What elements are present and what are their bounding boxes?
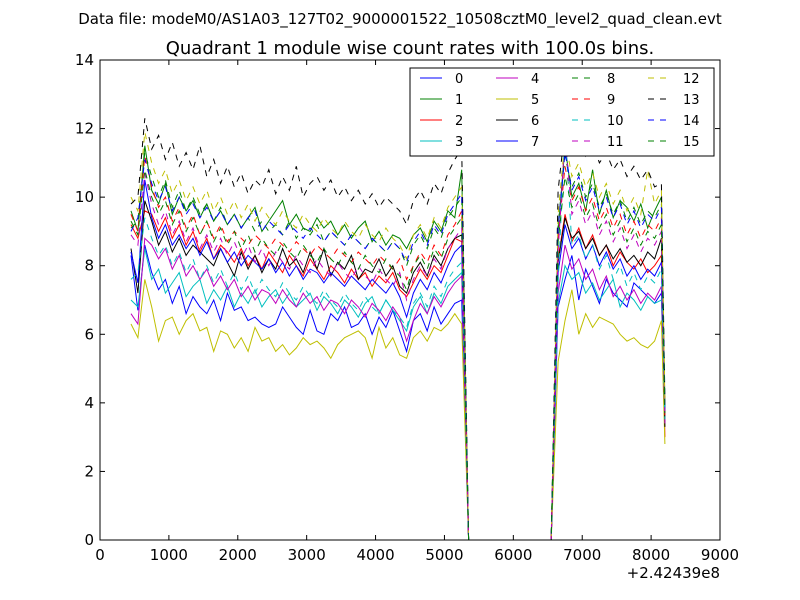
- series-line-1: [130, 145, 666, 541]
- legend-label-15: 15: [683, 135, 700, 150]
- y-tick-label-2: 2: [84, 462, 94, 480]
- legend-label-3: 3: [455, 135, 463, 150]
- legend-label-1: 1: [455, 93, 463, 108]
- plot-frame: [99, 59, 721, 541]
- legend-label-7: 7: [531, 135, 539, 150]
- legend-label-14: 14: [683, 114, 700, 129]
- y-tick-label-14: 14: [75, 51, 94, 69]
- y-tick-label-8: 8: [84, 257, 94, 275]
- legend-label-11: 11: [607, 135, 624, 150]
- legend-label-5: 5: [531, 93, 539, 108]
- legend-label-10: 10: [607, 114, 624, 129]
- series-line-9: [130, 155, 666, 541]
- y-tick-label-6: 6: [84, 325, 94, 343]
- series-line-8: [130, 152, 666, 541]
- x-tick-label-9000: 9000: [701, 546, 739, 564]
- y-tick-label-0: 0: [84, 531, 94, 549]
- legend-label-9: 9: [607, 93, 615, 108]
- y-tick-label-10: 10: [75, 188, 94, 206]
- legend-label-12: 12: [683, 72, 700, 87]
- x-tick-label-8000: 8000: [632, 546, 670, 564]
- x-tick-label-5000: 5000: [425, 546, 463, 564]
- series-line-2: [130, 210, 666, 541]
- legend-label-2: 2: [455, 114, 463, 129]
- legend-label-4: 4: [531, 72, 539, 87]
- series-line-11: [130, 135, 666, 541]
- x-tick-label-6000: 6000: [494, 546, 532, 564]
- ticks-layer: 0 1000 2000 3000 4000 5000 6000 7000 8000 9000 0 2 4…: [75, 51, 739, 564]
- series-line-3: [130, 248, 666, 541]
- series-line-4: [130, 237, 666, 541]
- y-tick-label-12: 12: [75, 120, 94, 138]
- series-layer: [130, 118, 666, 541]
- x-tick-label-4000: 4000: [356, 546, 394, 564]
- series-line-15: [130, 169, 666, 541]
- x-tick-label-2000: 2000: [219, 546, 257, 564]
- series-line-7: [130, 179, 666, 541]
- legend-label-8: 8: [607, 72, 615, 87]
- x-tick-label-0: 0: [95, 546, 105, 564]
- series-line-5: [130, 279, 666, 541]
- legend-label-0: 0: [455, 72, 463, 87]
- x-tick-label-1000: 1000: [150, 546, 188, 564]
- legend-label-6: 6: [531, 114, 539, 129]
- x-tick-label-3000: 3000: [288, 546, 326, 564]
- x-offset-label: +2.42439e8: [627, 564, 720, 582]
- y-tick-label-4: 4: [84, 394, 94, 412]
- series-line-14: [130, 152, 666, 541]
- legend-label-13: 13: [683, 93, 700, 108]
- data-file-suptitle: Data file: modeM0/AS1A03_127T02_90000015…: [78, 10, 722, 29]
- chart-title: Quadrant 1 module wise count rates with …: [166, 38, 655, 59]
- series-line-0: [130, 244, 666, 541]
- x-tick-label-7000: 7000: [563, 546, 601, 564]
